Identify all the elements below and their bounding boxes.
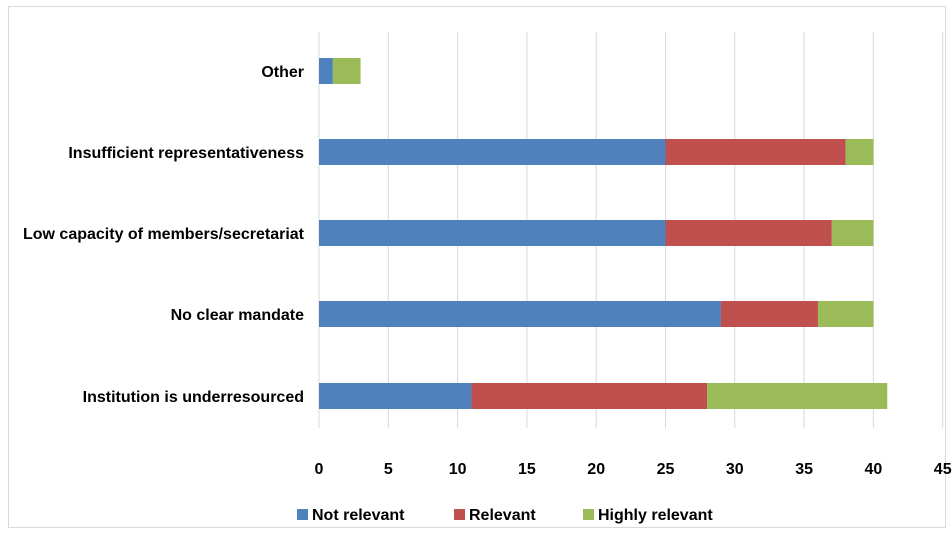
x-tick-label: 5 [384,461,393,478]
bar-segment [319,301,721,327]
bar-segment [831,220,874,246]
legend-swatch [454,509,465,520]
bar-segment [707,383,888,409]
x-tick-label: 20 [587,461,605,478]
bar-segment [817,301,874,327]
x-tick-label: 35 [795,461,813,478]
category-label: Other [261,64,304,81]
category-label: No clear mandate [171,307,304,324]
x-tick-label: 25 [657,461,675,478]
x-tick-label: 30 [726,461,744,478]
bar-segment [319,383,472,409]
legend-label: Not relevant [312,507,405,524]
legend-label: Highly relevant [598,507,713,524]
x-tick-label: 10 [449,461,467,478]
x-tick-labels: 0 5 10 15 20 25 30 35 40 45 [315,461,952,478]
category-label: Low capacity of members/secretariat [23,226,305,243]
x-tick-label: 40 [865,461,883,478]
bar-segment [665,139,846,165]
bar-segment [319,220,666,246]
legend-swatch [583,509,594,520]
bar-segment [319,58,333,84]
legend-label: Relevant [469,507,536,524]
legend: Not relevant Relevant Highly relevant [297,507,713,524]
category-label: Institution is underresourced [83,389,304,406]
x-tick-label: 15 [518,461,536,478]
category-labels: Other Insufficient representativeness Low … [23,64,305,406]
chart-frame [8,6,946,528]
bars [319,58,888,409]
bar-segment [319,139,666,165]
bar-segment [471,383,708,409]
x-tick-label: 0 [315,461,324,478]
bar-segment [845,139,874,165]
legend-swatch [297,509,308,520]
x-tick-label: 45 [934,461,952,478]
category-label: Insufficient representativeness [68,145,304,162]
bar-segment [332,58,361,84]
bar-segment [720,301,818,327]
bar-segment [665,220,832,246]
